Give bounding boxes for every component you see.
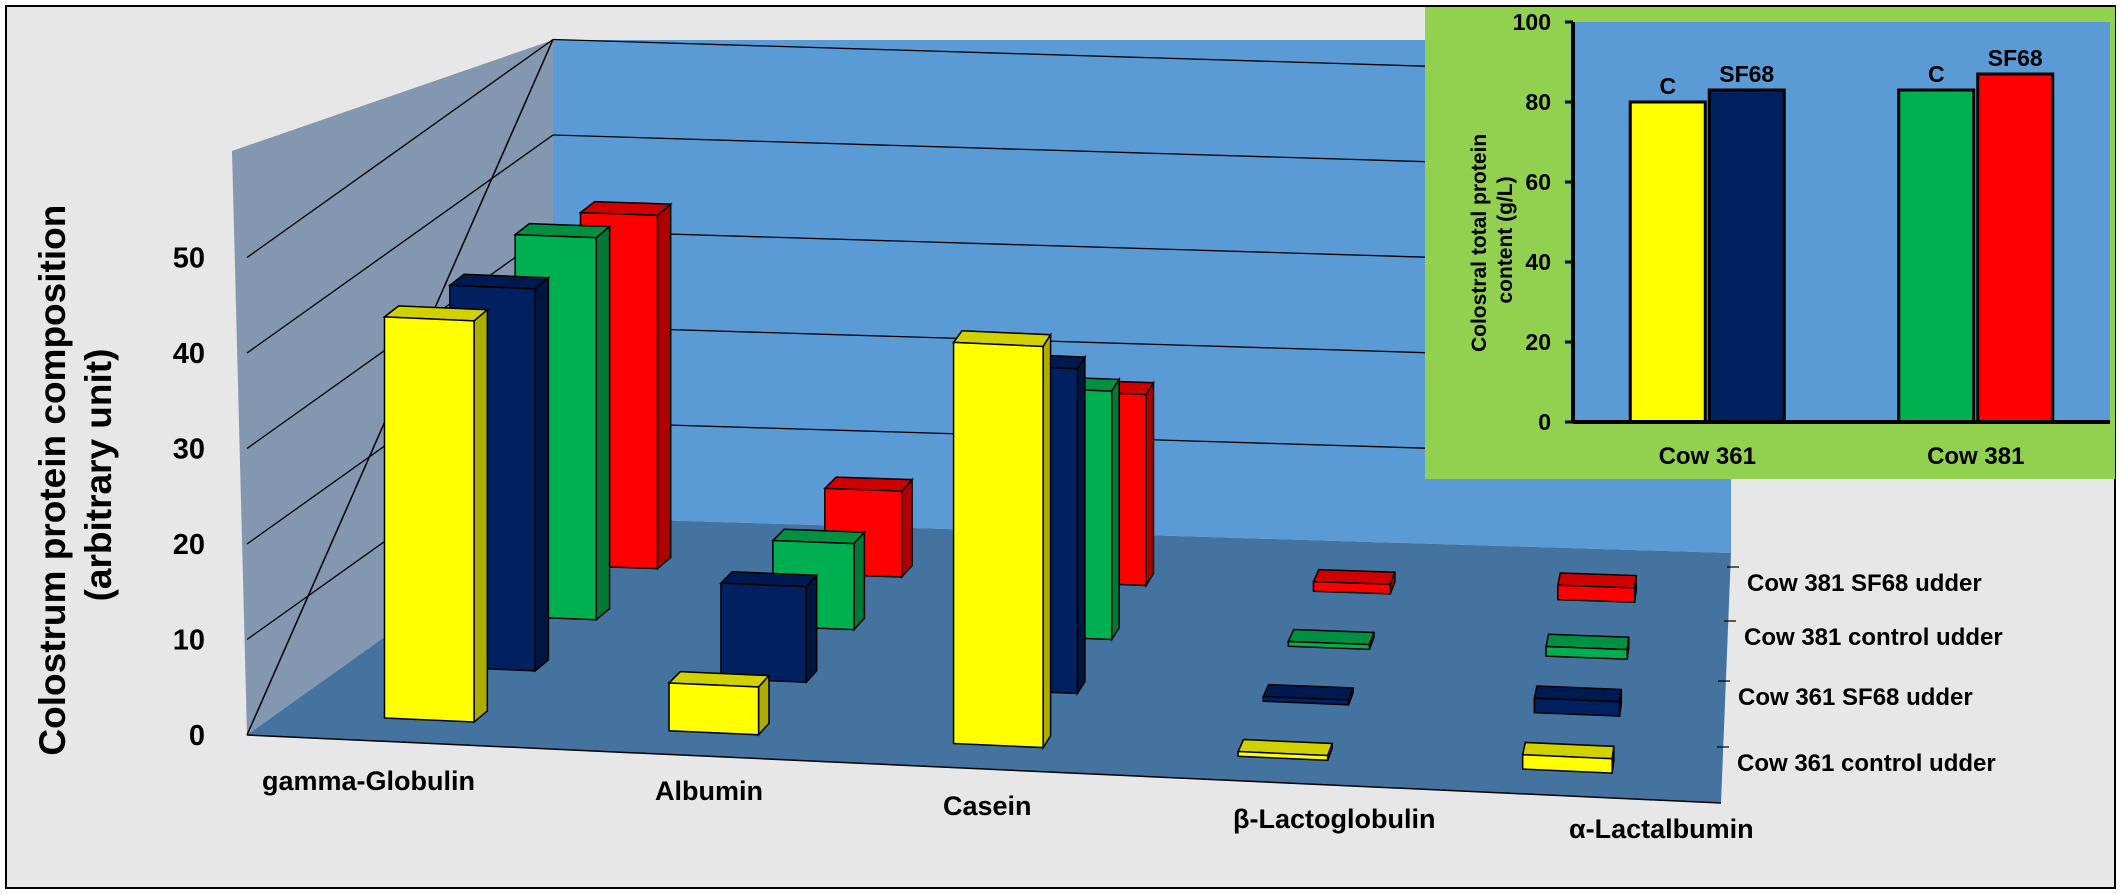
inset-y-tick-label: 80 (1525, 89, 1551, 115)
bars-3d (382, 200, 1638, 774)
bar-front (720, 582, 808, 683)
category-label: Albumin (655, 776, 763, 806)
bar-side (805, 573, 818, 685)
y-tick-label: 40 (173, 338, 205, 370)
bar (1236, 738, 1334, 762)
bar-front (1533, 697, 1621, 717)
category-label: Casein (943, 791, 1032, 821)
inset-bar-label: C (1659, 73, 1676, 99)
bar (1262, 683, 1355, 706)
bar-side (853, 530, 866, 632)
series-label: Cow 381 SF68 udder (1747, 570, 1982, 597)
category-label: β-Lactoglobulin (1233, 804, 1435, 834)
bar-side (595, 225, 611, 622)
bar (1545, 633, 1630, 660)
bar-side (473, 308, 489, 724)
inset-y-axis-title-line-1: Colostral total protein (1468, 134, 1491, 352)
inset-bar (1897, 88, 1976, 424)
y-tick-label: 30 (173, 434, 205, 466)
inset-y-tick-label: 40 (1525, 249, 1551, 275)
bar-side (534, 276, 550, 673)
inset-bar-label: SF68 (1988, 45, 2043, 71)
category-label: gamma-Globulin (262, 766, 475, 796)
inset-bar-label: SF68 (1719, 61, 1774, 87)
inset-y-axis-title: Colostral total protein content (g/L) (1468, 128, 1517, 352)
bar-front (1262, 695, 1350, 706)
gridline (246, 38, 554, 259)
y-tick-labels: 0 10 20 30 40 50 (173, 243, 205, 753)
inset-category-label: Cow 381 (1927, 443, 2024, 470)
inset-y-tick-label: 60 (1525, 169, 1551, 195)
bar-front (1237, 750, 1329, 762)
series-label: Cow 381 control udder (1744, 624, 2003, 651)
inset-bar (1976, 72, 2055, 424)
inset-bars: C SF68 C SF68 (1628, 45, 2055, 424)
bar (1556, 572, 1638, 604)
inset-bar (1707, 88, 1786, 424)
bar-front (383, 316, 475, 723)
bar-side (1076, 354, 1086, 697)
bar (1521, 741, 1615, 774)
inset-chart: C SF68 C SF68 0 20 40 60 80 100 Cow 361 Cow 381 Co… (1425, 7, 2115, 479)
series-label: Cow 361 SF68 udder (1738, 684, 1973, 711)
bar-side (1042, 332, 1052, 751)
y-axis-title: Colostrum protein composition (arbitrary… (32, 194, 119, 755)
inset-y-tick-label: 20 (1525, 329, 1551, 355)
bar-side (757, 673, 770, 737)
inset-bar (1628, 100, 1707, 424)
y-tick-label: 20 (173, 529, 205, 561)
inset-axes: 0 20 40 60 80 100 Cow 361 Cow 381 (1513, 9, 2110, 470)
bar (667, 670, 771, 737)
inset-category-label: Cow 361 (1659, 443, 1756, 470)
inset-y-tick-label: 100 (1513, 9, 1551, 35)
bar-front (1545, 645, 1628, 660)
series-label: Cow 361 control udder (1737, 750, 1996, 777)
bar-side (900, 477, 913, 579)
bar (382, 305, 490, 724)
bar-side (1145, 380, 1155, 589)
x-axis-line (246, 734, 1722, 804)
bar-front (1287, 640, 1371, 651)
series-depth-labels: Cow 361 control udder Cow 361 SF68 udder C… (1717, 566, 2003, 777)
category-labels: gamma-Globulin Albumin Casein β-Lactoglobul… (262, 766, 1754, 844)
bar-side (656, 202, 672, 571)
bar (1287, 628, 1376, 651)
bar (952, 330, 1052, 751)
y-tick-label: 50 (173, 243, 205, 275)
inset-y-axis-title-line-2: content (g/L) (1494, 176, 1517, 303)
bar (1312, 568, 1396, 595)
y-axis-title-line-2: (arbitrary unit) (78, 349, 119, 602)
gridline (246, 134, 554, 354)
category-label: α-Lactalbumin (1569, 814, 1754, 844)
bar-front (1312, 580, 1392, 595)
bar-front (668, 682, 760, 736)
inset-y-tick-label: 0 (1538, 409, 1551, 435)
bar-front (1521, 753, 1613, 774)
y-axis-title-line-1: Colostrum protein composition (32, 205, 73, 756)
bar (719, 571, 819, 685)
y-tick-label: 0 (189, 720, 205, 752)
bar-side (1110, 376, 1120, 643)
bar (1533, 685, 1623, 717)
y-tick-label: 10 (173, 625, 205, 657)
inset-bar-label: C (1928, 61, 1945, 87)
bar-front (952, 341, 1044, 749)
bar-front (1557, 584, 1636, 604)
